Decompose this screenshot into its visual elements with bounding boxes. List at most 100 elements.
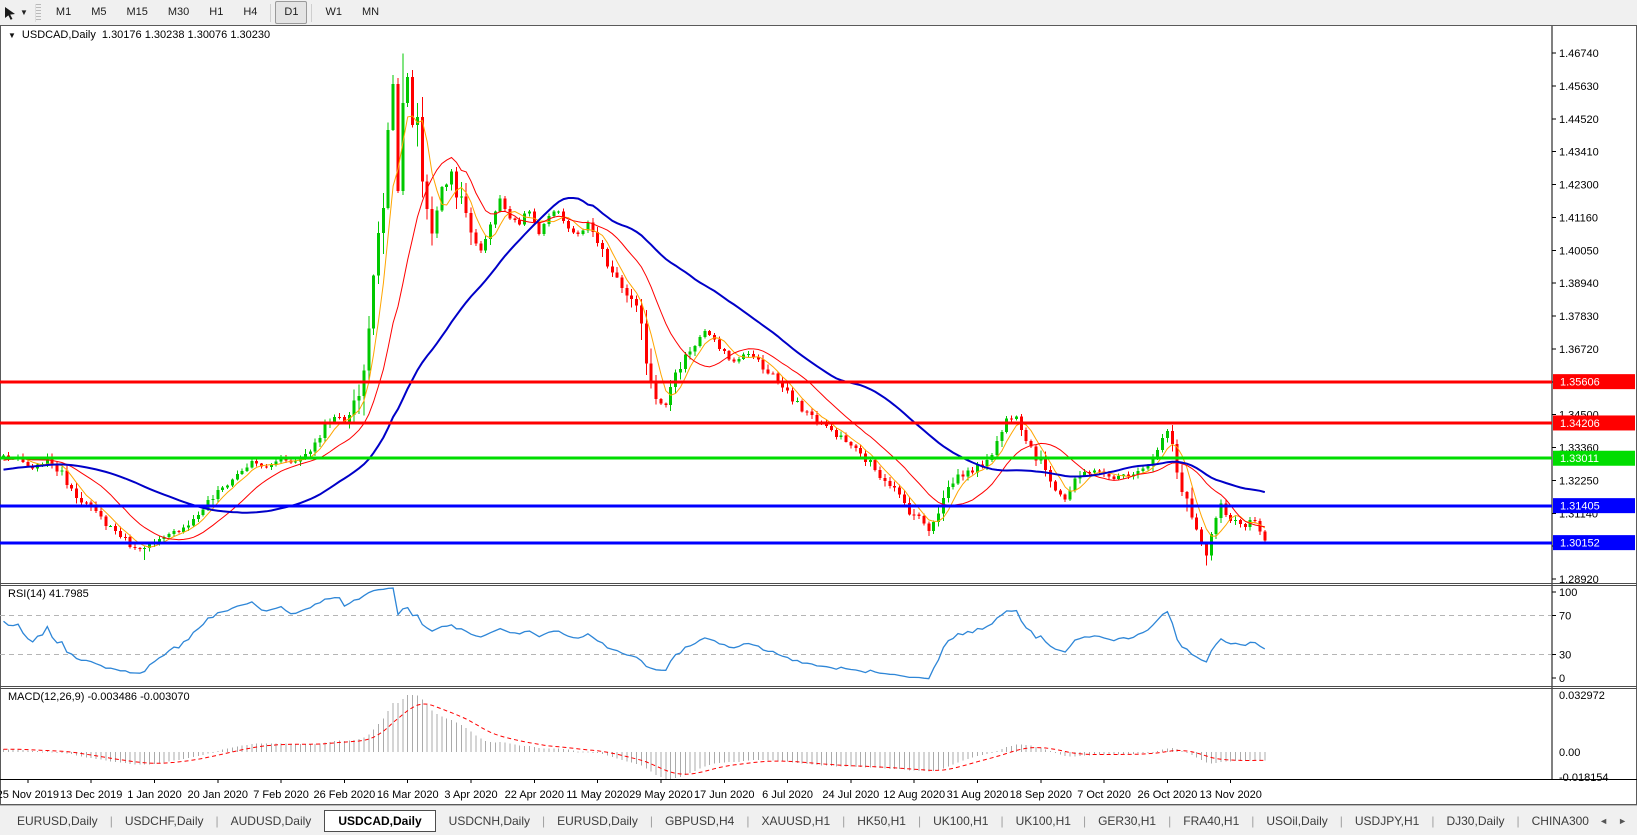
tab-separator: |	[649, 813, 653, 828]
tab-separator: |	[746, 813, 750, 828]
date-tick-label: 17 Jun 2020	[694, 789, 755, 801]
chart-tab-uk100-h1[interactable]: UK100,H1	[933, 813, 989, 828]
level-price-badge: 1.34206	[1560, 418, 1600, 430]
date-tick-label: 13 Dec 2019	[60, 789, 122, 801]
price-tick-label: 1.38940	[1559, 278, 1599, 290]
chart-tab-eurusd-daily[interactable]: EURUSD,Daily	[557, 813, 638, 828]
chart-tab-bar: EURUSD,Daily | USDCHF,Daily | AUDUSD,Daily US…	[0, 805, 1637, 835]
price-tick-label: 1.46740	[1559, 48, 1599, 60]
date-tick-label: 6 Jul 2020	[762, 789, 813, 801]
symbol-dropdown-icon[interactable]: ▼	[8, 30, 16, 40]
chart-tab-gbpusd-h4[interactable]: GBPUSD,H4	[664, 813, 735, 828]
price-tick-label: 1.32250	[1559, 475, 1599, 487]
tab-separator: |	[1431, 813, 1435, 828]
level-price-badge: 1.35606	[1560, 377, 1600, 389]
date-tick-label: 11 May 2020	[566, 789, 629, 801]
price-tick-label: 1.36720	[1559, 344, 1599, 356]
tab-separator: |	[215, 813, 219, 828]
timeframe-button-h1[interactable]: H1	[209, 6, 224, 18]
date-tick-label: 26 Feb 2020	[314, 789, 376, 801]
toolbar-drag-handle[interactable]	[34, 3, 41, 22]
timeframe-toolbar: ▼ M1 M5 M15 M30 H1 H4 D1 W1 MN	[0, 0, 1637, 25]
timeframe-button-m15[interactable]: M15	[126, 6, 148, 18]
cursor-tool-icon[interactable]	[2, 5, 18, 21]
rsi-tick-label: 100	[1559, 587, 1577, 599]
date-tick-label: 24 Jul 2020	[822, 789, 879, 801]
date-tick-label: 26 Oct 2020	[1137, 789, 1197, 801]
date-tick-label: 31 Aug 2020	[947, 789, 1009, 801]
chart-tab-hk50-h1[interactable]: HK50,H1	[857, 813, 906, 828]
timeframe-button-m1[interactable]: M1	[55, 6, 72, 18]
chart-tab-uk100-h1[interactable]: UK100,H1	[1015, 813, 1071, 828]
level-price-badge: 1.30152	[1560, 538, 1600, 550]
chart-tab-usdjpy-h1[interactable]: USDJPY,H1	[1354, 813, 1420, 828]
price-tick-label: 1.40050	[1559, 245, 1599, 257]
tab-separator: |	[1339, 813, 1343, 828]
timeframe-button-w1[interactable]: W1	[325, 6, 342, 18]
price-tick-label: 1.45630	[1559, 81, 1599, 93]
date-tick-label: 25 Nov 2019	[0, 789, 59, 801]
chart-tab-audusd-daily[interactable]: AUDUSD,Daily	[230, 813, 312, 828]
tab-separator: |	[542, 813, 546, 828]
chart-tab-usdchf-daily[interactable]: USDCHF,Daily	[124, 813, 204, 828]
date-tick-label: 7 Feb 2020	[253, 789, 309, 801]
rsi-tick-label: 30	[1559, 650, 1571, 662]
chart-ohlc-values: 1.30176 1.30238 1.30076 1.30230	[101, 29, 271, 41]
chart-tab-ger30-h1[interactable]: GER30,H1	[1098, 813, 1157, 828]
chart-tabs: EURUSD,Daily | USDCHF,Daily | AUDUSD,Daily US…	[0, 806, 1589, 835]
chart-tab-usoil-daily[interactable]: USOil,Daily	[1266, 813, 1328, 828]
tab-separator: |	[1516, 813, 1520, 828]
timeframe-button-mn[interactable]: MN	[361, 6, 380, 18]
tabs-scroll-left-icon[interactable]: ◄	[1599, 815, 1609, 826]
tab-separator: |	[1251, 813, 1255, 828]
macd-tick-label: 0.00	[1559, 747, 1580, 759]
price-tick-label: 1.28920	[1559, 574, 1599, 586]
tab-separator: |	[1082, 813, 1087, 828]
tabs-scroll-right-icon[interactable]: ►	[1618, 815, 1627, 826]
tab-separator: |	[1168, 813, 1172, 828]
date-tick-label: 13 Nov 2020	[1200, 789, 1262, 801]
timeframe-button-m30[interactable]: M30	[167, 6, 190, 18]
tab-separator: |	[842, 813, 846, 828]
chart-tab-usdcnh-daily[interactable]: USDCNH,Daily	[448, 813, 531, 828]
rsi-tick-label: 0	[1559, 673, 1565, 685]
chart-tab-fra40-h1[interactable]: FRA40,H1	[1183, 813, 1240, 828]
chart-tab-dj30-daily[interactable]: DJ30,Daily	[1446, 813, 1505, 828]
tab-separator: |	[109, 813, 113, 828]
price-tick-label: 1.44520	[1559, 114, 1599, 126]
date-tick-label: 29 May 2020	[629, 789, 693, 801]
price-tick-label: 1.41160	[1559, 212, 1598, 224]
date-tick-label: 12 Aug 2020	[883, 789, 945, 801]
tab-separator: |	[1000, 813, 1004, 828]
price-tick-label: 1.43410	[1559, 147, 1599, 159]
date-tick-label: 3 Apr 2020	[444, 789, 497, 801]
date-tick-label: 18 Sep 2020	[1010, 789, 1072, 801]
tab-separator: |	[917, 813, 922, 828]
chart-tab-xauusd-h1[interactable]: XAUUSD,H1	[761, 813, 831, 828]
chart-symbol-label: USDCAD,Daily	[21, 29, 96, 41]
rsi-tick-label: 70	[1559, 611, 1571, 623]
tab-scroll-controls: ◄ ►	[1589, 816, 1637, 826]
chart-tab-usdcad-daily[interactable]: USDCAD,Daily	[324, 809, 436, 832]
timeframe-button-h4[interactable]: H4	[243, 6, 258, 18]
level-price-badge: 1.31405	[1560, 501, 1600, 513]
timeframe-button-d1[interactable]: D1	[275, 1, 308, 24]
price-tick-label: 1.37830	[1559, 311, 1599, 323]
chart-tab-china300-h1[interactable]: CHINA300,H1	[1531, 813, 1590, 828]
date-tick-label: 16 Mar 2020	[377, 789, 439, 801]
timeframe-buttons: M1 M5 M15 M30 H1 H4 D1 W1 MN	[46, 1, 389, 24]
rsi-indicator-label: RSI(14) 41.7985	[8, 588, 89, 600]
price-tick-label: 1.42300	[1559, 180, 1599, 192]
date-tick-label: 22 Apr 2020	[505, 789, 564, 801]
macd-tick-label: 0.032972	[1559, 690, 1605, 702]
chart-tab-eurusd-daily[interactable]: EURUSD,Daily	[17, 813, 98, 828]
timeframe-button-m5[interactable]: M5	[91, 6, 107, 18]
date-tick-label: 1 Jan 2020	[127, 789, 181, 801]
cursor-tool-dropdown-icon[interactable]: ▼	[20, 8, 28, 17]
chart-window-title: ▼ USDCAD,Daily 1.30176 1.30238 1.30076 1…	[8, 29, 270, 41]
macd-tick-label: -0.018154	[1559, 772, 1609, 784]
macd-indicator-label: MACD(12,26,9) -0.003486 -0.003070	[8, 691, 190, 703]
level-price-badge: 1.33011	[1560, 453, 1599, 465]
date-tick-label: 7 Oct 2020	[1077, 789, 1131, 801]
